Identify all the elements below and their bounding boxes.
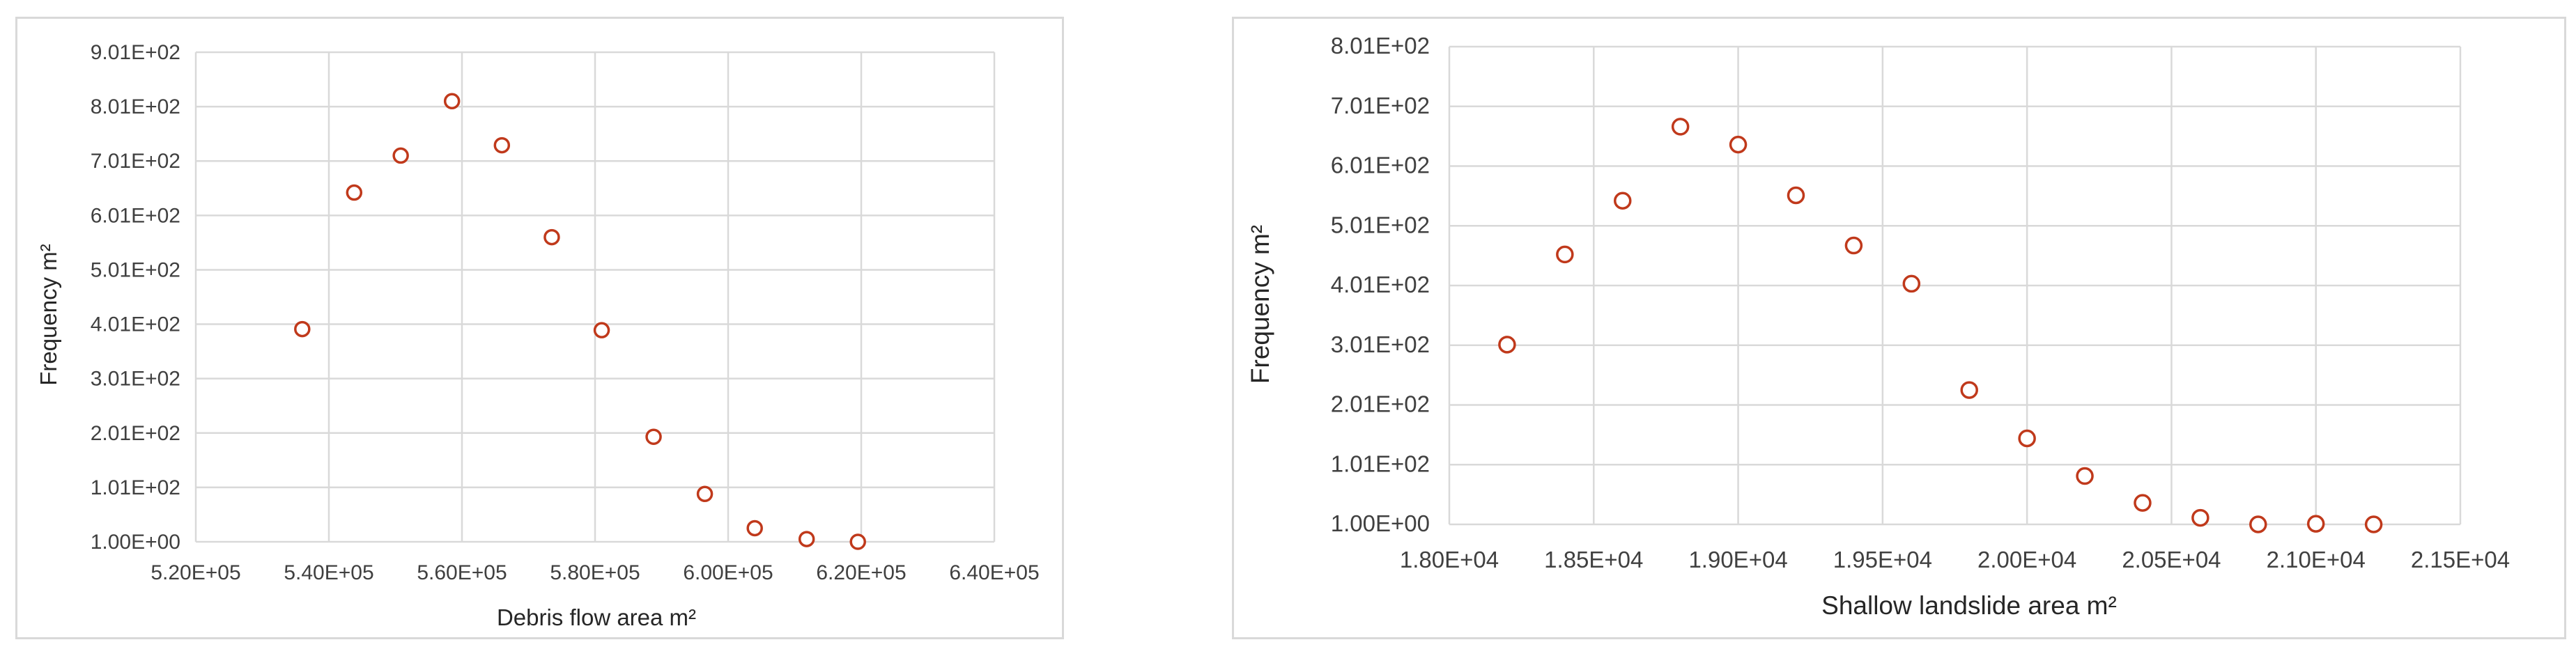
data-points <box>1498 118 2383 533</box>
data-point <box>1844 236 1863 255</box>
grid-lines <box>1448 45 2462 526</box>
y-tick-label: 4.01E+02 <box>91 313 180 336</box>
x-tick-label: 5.60E+05 <box>417 561 507 584</box>
y-tick-label: 9.01E+02 <box>91 41 180 64</box>
y-tick-label: 8.01E+02 <box>91 95 180 118</box>
data-point <box>798 531 815 547</box>
y-tick-label: 8.01E+02 <box>1331 33 1430 58</box>
y-tick-label: 1.00E+00 <box>91 531 180 554</box>
y-tick-label: 3.01E+02 <box>1331 331 1430 357</box>
chart-shallow-landslide: 1.00E+00 1.01E+02 2.01E+02 3.01E+02 4.01E+02… <box>1232 17 2566 639</box>
chart-debris-flow-svg: 1.00E+00 1.01E+02 2.01E+02 3.01E+02 4.01E+02… <box>36 41 1040 630</box>
y-tick-label: 3.01E+02 <box>91 368 180 391</box>
chart-shallow-landslide-svg: 1.00E+00 1.01E+02 2.01E+02 3.01E+02 4.01E+02… <box>1246 33 2510 620</box>
data-point <box>2249 515 2267 533</box>
data-point <box>543 228 560 246</box>
x-tick-label: 5.40E+05 <box>284 561 373 584</box>
data-point <box>1498 336 1516 354</box>
x-axis-title: Shallow landslide area m² <box>1821 591 2117 620</box>
y-axis-ticks: 1.00E+00 1.01E+02 2.01E+02 3.01E+02 4.01E+02… <box>1331 33 1430 536</box>
data-points <box>294 93 866 550</box>
x-tick-label: 1.95E+04 <box>1833 547 1932 572</box>
y-tick-label: 2.01E+02 <box>91 422 180 445</box>
x-tick-label: 6.00E+05 <box>683 561 773 584</box>
data-point <box>493 136 511 154</box>
data-point <box>696 485 714 503</box>
data-point <box>1671 118 1690 136</box>
data-point <box>1613 192 1632 210</box>
x-tick-label: 5.20E+05 <box>151 561 240 584</box>
x-tick-label: 2.10E+04 <box>2267 547 2366 572</box>
x-axis-ticks: 1.80E+04 1.85E+04 1.90E+04 1.95E+04 2.00E+04… <box>1400 547 2510 572</box>
chart-debris-flow: 1.00E+00 1.01E+02 2.01E+02 3.01E+02 4.01E+02… <box>15 17 1064 639</box>
data-point <box>2191 508 2209 527</box>
y-tick-label: 2.01E+02 <box>1331 391 1430 417</box>
data-point <box>2306 515 2325 533</box>
x-axis-ticks: 5.20E+05 5.40E+05 5.60E+05 5.80E+05 6.00E+05… <box>151 561 1039 584</box>
data-point <box>2134 494 2152 512</box>
grid-lines <box>194 51 996 543</box>
data-point <box>2018 429 2036 448</box>
data-point <box>849 533 866 550</box>
y-tick-label: 5.01E+02 <box>1331 212 1430 237</box>
data-point <box>443 93 461 110</box>
y-tick-label: 1.00E+00 <box>1331 510 1430 536</box>
x-tick-label: 1.80E+04 <box>1400 547 1499 572</box>
y-tick-label: 1.01E+02 <box>91 476 180 499</box>
data-point <box>294 320 311 338</box>
data-point <box>2364 515 2383 533</box>
x-tick-label: 5.80E+05 <box>550 561 640 584</box>
x-tick-label: 2.00E+04 <box>1977 547 2076 572</box>
data-point <box>392 147 409 164</box>
data-point <box>346 184 363 201</box>
data-point <box>1902 274 1921 293</box>
y-tick-label: 4.01E+02 <box>1331 272 1430 297</box>
y-axis-title: Frequency m² <box>36 244 61 386</box>
y-axis-title: Frequency m² <box>1246 225 1274 384</box>
y-tick-label: 6.01E+02 <box>91 204 180 227</box>
data-point <box>1556 245 1574 264</box>
x-tick-label: 2.15E+04 <box>2411 547 2510 572</box>
y-tick-label: 5.01E+02 <box>91 258 180 281</box>
x-tick-label: 2.05E+04 <box>2122 547 2221 572</box>
x-tick-label: 6.20E+05 <box>816 561 906 584</box>
y-axis-ticks: 1.00E+00 1.01E+02 2.01E+02 3.01E+02 4.01E+02… <box>91 41 180 554</box>
data-point <box>1729 135 1748 154</box>
y-tick-label: 6.01E+02 <box>1331 153 1430 178</box>
x-tick-label: 6.40E+05 <box>949 561 1039 584</box>
data-point <box>645 428 662 445</box>
y-tick-label: 1.01E+02 <box>1331 451 1430 476</box>
x-tick-label: 1.85E+04 <box>1544 547 1643 572</box>
x-axis-title: Debris flow area m² <box>497 604 696 630</box>
y-tick-label: 7.01E+02 <box>1331 93 1430 118</box>
y-tick-label: 7.01E+02 <box>91 150 180 173</box>
data-point <box>1787 186 1805 205</box>
data-point <box>2076 467 2094 485</box>
data-point <box>593 322 610 338</box>
x-tick-label: 1.90E+04 <box>1688 547 1787 572</box>
data-point <box>746 520 763 537</box>
data-point <box>1960 381 1978 399</box>
